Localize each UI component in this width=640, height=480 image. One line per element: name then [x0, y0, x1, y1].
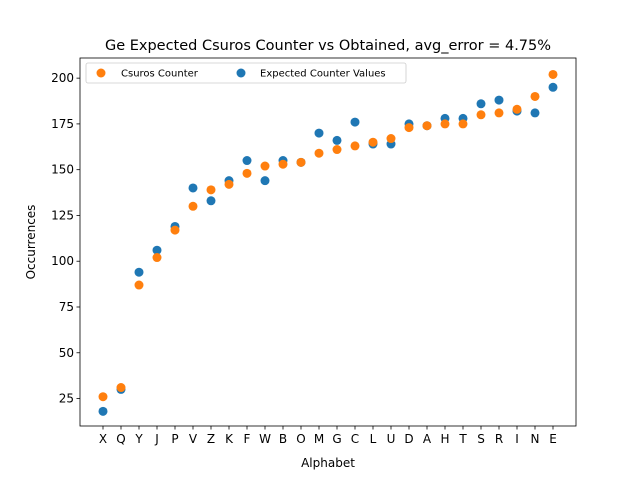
- x-tick-label: P: [171, 432, 178, 446]
- legend-box: [85, 62, 407, 84]
- csuros-counter-point: [350, 141, 360, 151]
- legend-label-expected-counter-values: Expected Counter Values: [260, 69, 386, 80]
- csuros-counter-point: [314, 148, 324, 158]
- x-tick-label: W: [259, 432, 271, 446]
- csuros-counter-point: [332, 145, 342, 155]
- plot-frame: [79, 57, 577, 427]
- x-tick-label: M: [314, 432, 324, 446]
- csuros-counter-point: [440, 119, 450, 129]
- x-tick-label: K: [225, 432, 234, 446]
- expected-counter-point: [134, 267, 144, 277]
- csuros-counter-point: [98, 392, 108, 402]
- x-tick-label: O: [296, 432, 305, 446]
- csuros-counter-point: [494, 108, 504, 118]
- x-tick-label: N: [531, 432, 540, 446]
- y-tick-label: 100: [51, 254, 74, 268]
- x-tick-label: U: [387, 432, 396, 446]
- x-tick-label: C: [351, 432, 359, 446]
- expected-counter-point: [494, 95, 504, 105]
- csuros-counter-point: [170, 225, 180, 235]
- x-tick-label: B: [279, 432, 287, 446]
- x-tick-label: G: [332, 432, 341, 446]
- expected-counter-point: [476, 99, 486, 109]
- csuros-counter-point: [242, 168, 252, 178]
- plot-area: 25 50 75 100 125 150 175 200 X Q Y J P V Z K F W B O M G C L U D A…: [51, 69, 558, 446]
- y-tick-label: 200: [51, 71, 74, 85]
- x-axis-title: Alphabet: [301, 456, 355, 470]
- csuros-counter-point: [260, 161, 270, 171]
- legend-label-csuros-counter: Csuros Counter: [121, 69, 199, 80]
- x-tick-label: S: [477, 432, 485, 446]
- x-tick-label: R: [495, 432, 503, 446]
- expected-counter-point: [332, 135, 342, 145]
- expected-counter-point: [260, 176, 270, 186]
- expected-counter-point: [314, 128, 324, 138]
- x-tick-label: T: [458, 432, 467, 446]
- expected-counter-point: [206, 196, 216, 206]
- y-tick-label: 25: [59, 392, 74, 406]
- y-tick-label: 175: [51, 117, 74, 131]
- expected-counter-point: [98, 406, 108, 416]
- csuros-counter-point: [458, 119, 468, 129]
- x-tick-label: X: [99, 432, 107, 446]
- y-tick-label: 50: [59, 346, 74, 360]
- x-tick-label: H: [440, 432, 449, 446]
- x-tick-label: A: [423, 432, 432, 446]
- y-tick-label: 75: [59, 300, 74, 314]
- x-tick-label: Z: [207, 432, 215, 446]
- expected-counter-point: [530, 108, 540, 118]
- expected-counter-point: [548, 82, 558, 92]
- expected-counter-point: [242, 156, 252, 166]
- x-tick-label: L: [370, 432, 377, 446]
- x-tick-label: I: [515, 432, 519, 446]
- csuros-counter-point: [530, 91, 540, 101]
- csuros-counter-point: [422, 121, 432, 131]
- csuros-counter-point: [152, 253, 162, 263]
- csuros-counter-point: [296, 157, 306, 167]
- csuros-counter-point: [548, 69, 558, 79]
- legend-marker-csuros-counter: [96, 68, 106, 78]
- csuros-counter-point: [368, 137, 378, 147]
- x-tick-label: J: [154, 432, 159, 446]
- x-tick-label: Q: [116, 432, 125, 446]
- x-tick-label: Y: [134, 432, 143, 446]
- legend: Csuros Counter Expected Counter Values: [85, 62, 407, 84]
- legend-marker-expected-counter-values: [236, 68, 246, 78]
- y-tick-label: 150: [51, 163, 74, 177]
- csuros-counter-point: [188, 201, 198, 211]
- x-tick-label: E: [549, 432, 557, 446]
- csuros-counter-point: [134, 280, 144, 290]
- expected-counter-point: [152, 245, 162, 255]
- x-tick-label: V: [189, 432, 198, 446]
- chart-title: Ge Expected Csuros Counter vs Obtained, …: [105, 38, 551, 54]
- csuros-counter-point: [206, 185, 216, 195]
- x-tick-label: D: [404, 432, 413, 446]
- csuros-counter-point: [476, 110, 486, 120]
- csuros-counter-point: [224, 179, 234, 189]
- csuros-counter-point: [116, 383, 126, 393]
- csuros-counter-point: [512, 104, 522, 114]
- y-axis-title: Occurrences: [24, 205, 38, 280]
- y-tick-label: 125: [51, 208, 74, 222]
- x-tick-label: F: [244, 432, 251, 446]
- csuros-counter-point: [386, 134, 396, 144]
- csuros-counter-point: [278, 159, 288, 169]
- csuros-counter-point: [404, 123, 414, 133]
- expected-counter-point: [350, 117, 360, 127]
- expected-counter-point: [188, 183, 198, 193]
